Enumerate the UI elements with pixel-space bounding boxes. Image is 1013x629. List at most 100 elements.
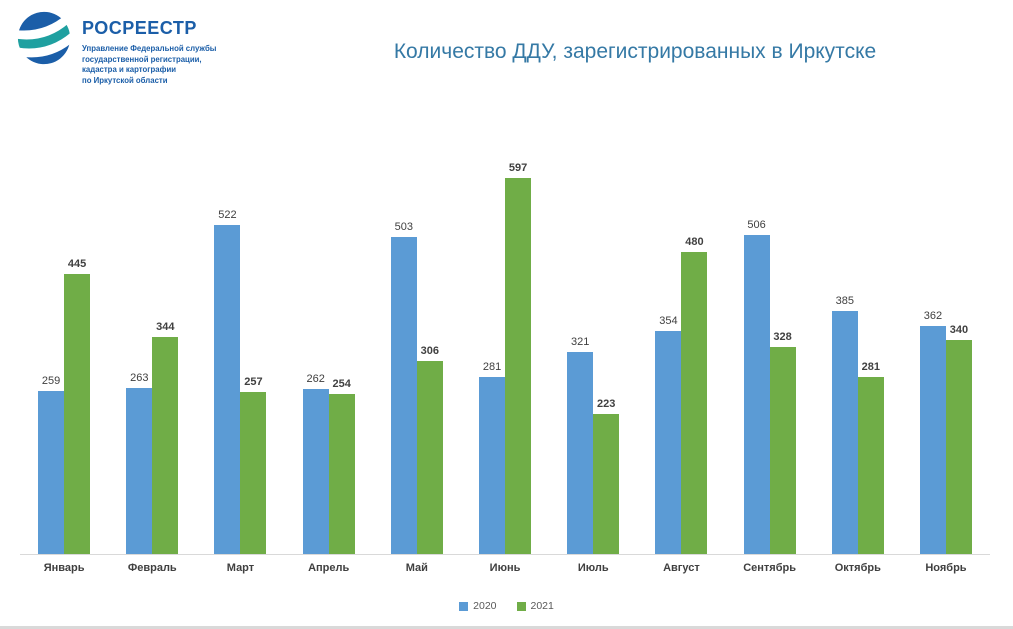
logo-brand: РОСРЕЕСТР xyxy=(82,18,197,38)
x-axis-labels: Январь Февраль Март Апрель Май Июнь Июль Август… xyxy=(20,562,990,574)
value-label-2021: 223 xyxy=(597,397,616,410)
bar-2020-Август xyxy=(655,330,682,554)
month-label-Апрель: Апрель xyxy=(308,562,350,574)
bar-2021-Сентябрь xyxy=(769,347,796,554)
bar-2021-Август xyxy=(681,251,708,554)
month-label-Январь: Январь xyxy=(43,562,85,574)
bar-unit-2021: 480 xyxy=(681,135,708,554)
bar-unit-2021: 597 xyxy=(505,135,532,554)
month-label-Октябрь: Октябрь xyxy=(834,562,881,574)
logo-subtitle-line: государственной регистрации, xyxy=(82,54,202,64)
value-label-2021: 306 xyxy=(420,345,440,358)
value-label-2020: 362 xyxy=(923,309,943,322)
month-label-Ноябрь: Ноябрь xyxy=(925,562,967,574)
legend-swatch-2020 xyxy=(459,601,469,611)
bar-unit-2020: 321 xyxy=(567,135,594,554)
month-label-Сентябрь: Сентябрь xyxy=(743,562,796,574)
rosreestr-logo: РОСРЕЕСТР Управление Федеральной службы … xyxy=(16,10,216,86)
bar-unit-2020: 262 xyxy=(302,135,329,554)
month-label-Август: Август xyxy=(663,562,700,574)
logo-subtitle: Управление Федеральной службы государств… xyxy=(82,44,216,86)
bar-unit-2021: 306 xyxy=(416,135,443,554)
bar-2021-Ноябрь xyxy=(945,339,972,554)
month-label-Март: Март xyxy=(226,562,255,574)
bar-2021-Апрель xyxy=(328,393,355,554)
bar-group-Февраль: 263 344 xyxy=(108,135,196,554)
month-label-Февраль: Февраль xyxy=(127,562,177,574)
chart-title: Количество ДДУ, зарегистрированных в Ирк… xyxy=(393,40,877,63)
bar-group-Июнь: 281 597 xyxy=(461,135,549,554)
value-label-2020: 522 xyxy=(218,209,237,222)
value-label-2020: 281 xyxy=(482,360,502,373)
bar-unit-2021: 281 xyxy=(857,135,884,554)
bar-group-Январь: 259 445 xyxy=(20,135,108,554)
bar-unit-2020: 522 xyxy=(214,135,241,554)
bar-2020-Май xyxy=(390,237,417,554)
bar-2021-Октябрь xyxy=(857,376,884,554)
bar-2020-Июль xyxy=(567,351,594,554)
bar-unit-2020: 506 xyxy=(743,135,770,554)
bar-unit-2021: 257 xyxy=(240,135,267,554)
bar-unit-2021: 223 xyxy=(593,135,620,554)
legend-label-2021: 2021 xyxy=(530,600,554,612)
bar-unit-2020: 281 xyxy=(479,135,506,554)
value-label-2020: 385 xyxy=(835,295,854,308)
value-label-2020: 262 xyxy=(306,372,325,385)
bar-group-Сентябрь: 506 328 xyxy=(726,135,814,554)
bar-unit-2020: 263 xyxy=(126,135,153,554)
value-label-2021: 254 xyxy=(332,377,351,390)
bar-group-Август: 354 480 xyxy=(637,135,725,554)
legend-label-2020: 2020 xyxy=(473,600,497,612)
bar-unit-2020: 354 xyxy=(655,135,682,554)
bar-2020-Март xyxy=(214,225,241,554)
value-label-2020: 263 xyxy=(130,372,149,385)
value-label-2020: 259 xyxy=(41,374,61,387)
bar-group-Июль: 321 223 xyxy=(549,135,637,554)
value-label-2021: 445 xyxy=(67,257,87,270)
bar-2021-Февраль xyxy=(152,337,179,554)
value-label-2021: 281 xyxy=(861,360,880,373)
legend-item-2020: 2020 xyxy=(459,600,497,612)
bar-unit-2021: 254 xyxy=(328,135,355,554)
value-label-2020: 503 xyxy=(394,221,414,234)
bar-2020-Январь xyxy=(38,390,65,554)
logo-subtitle-line: кадастра и картографии xyxy=(82,65,177,75)
value-label-2020: 354 xyxy=(659,314,678,327)
bar-2020-Февраль xyxy=(126,388,153,554)
bar-2021-Июнь xyxy=(505,177,532,554)
bar-group-Октябрь: 385 281 xyxy=(814,135,902,554)
value-label-2021: 340 xyxy=(949,323,969,336)
bar-2020-Апрель xyxy=(302,388,329,554)
bar-group-Ноябрь: 362 340 xyxy=(902,135,990,554)
rosreestr-globe-icon xyxy=(16,10,72,66)
bar-unit-2021: 445 xyxy=(64,135,91,554)
logo-subtitle-line: по Иркутской области xyxy=(82,75,168,85)
value-label-2021: 480 xyxy=(685,235,704,248)
bar-2020-Октябрь xyxy=(831,311,858,554)
bar-2020-Сентябрь xyxy=(743,235,770,554)
bar-group-Март: 522 257 xyxy=(196,135,284,554)
bar-unit-2020: 362 xyxy=(919,135,946,554)
bar-unit-2021: 328 xyxy=(769,135,796,554)
bar-2021-Июль xyxy=(593,413,620,554)
bar-2020-Июнь xyxy=(479,376,506,554)
value-label-2021: 597 xyxy=(508,161,528,174)
value-label-2020: 506 xyxy=(747,219,766,232)
bar-group-Апрель: 262 254 xyxy=(285,135,373,554)
month-label-Июль: Июль xyxy=(577,562,609,574)
bar-unit-2020: 385 xyxy=(831,135,858,554)
value-label-2021: 328 xyxy=(773,331,792,344)
logo-subtitle-line: Управление Федеральной службы xyxy=(82,44,217,53)
bar-group-Май: 503 306 xyxy=(373,135,461,554)
bar-2021-Январь xyxy=(64,273,91,554)
legend: 2020 2021 xyxy=(0,600,1013,612)
bar-unit-2021: 340 xyxy=(945,135,972,554)
logo-text-block: РОСРЕЕСТР Управление Федеральной службы … xyxy=(82,10,216,86)
legend-item-2021: 2021 xyxy=(516,600,554,612)
bar-unit-2020: 503 xyxy=(390,135,417,554)
month-label-Июнь: Июнь xyxy=(489,562,521,574)
bar-unit-2020: 259 xyxy=(38,135,65,554)
bar-2020-Ноябрь xyxy=(919,325,946,554)
bar-unit-2021: 344 xyxy=(152,135,179,554)
